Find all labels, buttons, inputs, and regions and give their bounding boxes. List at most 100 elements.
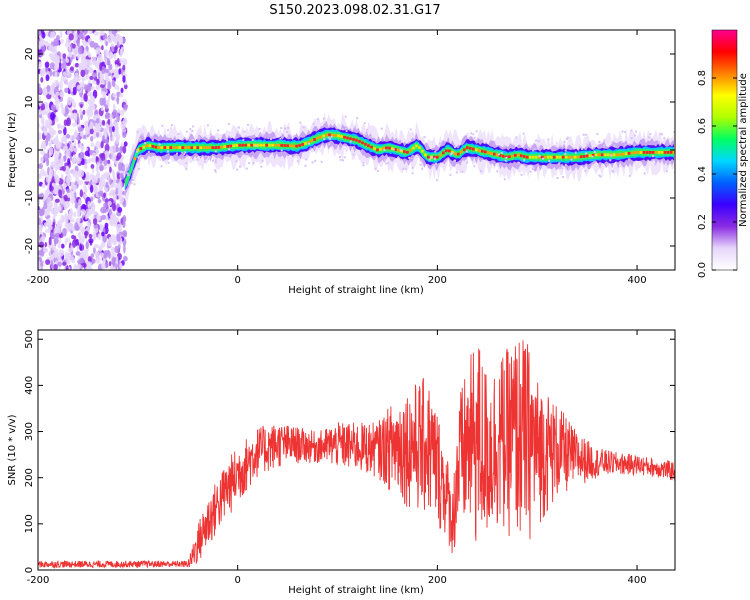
ridge-speckle — [383, 159, 386, 162]
ridge-peak — [349, 137, 352, 141]
ridge-speckle — [177, 132, 180, 135]
ridge-peak — [442, 151, 445, 155]
snr-x-tick-label: 0 — [234, 575, 240, 586]
ridge-speckle — [635, 130, 638, 133]
noise-blotch — [114, 184, 118, 189]
ridge-speckle — [211, 159, 214, 162]
noise-blotch — [108, 208, 112, 216]
ridge-speckle — [327, 136, 330, 139]
noise-blotch — [120, 46, 124, 55]
noise-blotch — [123, 244, 126, 254]
noise-blotch — [72, 109, 78, 115]
spectrogram-y-tick-label: -20 — [24, 238, 35, 254]
ridge-speckle — [466, 161, 469, 164]
noise-blotch — [117, 108, 121, 114]
ridge-speckle — [192, 125, 195, 128]
noise-blotch — [76, 244, 79, 251]
noise-blotch — [95, 132, 99, 138]
ridge-peak — [436, 155, 439, 159]
noise-blotch — [62, 57, 67, 64]
ridge-peak — [328, 133, 331, 137]
noise-blotch — [116, 233, 121, 242]
ridge-peak — [358, 139, 361, 143]
ridge-peak — [364, 142, 367, 146]
noise-blotch — [38, 250, 43, 256]
noise-blotch — [83, 30, 87, 36]
noise-blotch — [43, 202, 48, 210]
ridge-peak — [352, 138, 355, 141]
noise-blotch — [75, 217, 81, 223]
ridge-speckle — [258, 128, 261, 131]
ridge-speckle — [652, 155, 655, 158]
noise-blotch — [66, 237, 71, 243]
noise-blotch — [58, 204, 62, 211]
noise-blotch — [65, 66, 69, 73]
noise-blotch — [62, 227, 67, 237]
noise-blotch — [94, 186, 99, 196]
noise-blotch — [40, 156, 44, 165]
noise-blotch — [40, 150, 46, 155]
colorbar-tick-label: 0.6 — [697, 118, 708, 134]
noise-blotch — [54, 55, 60, 62]
ridge-peak — [292, 144, 295, 148]
noise-blotch — [60, 173, 64, 180]
noise-blotch — [104, 171, 110, 179]
noise-blotch — [64, 105, 68, 111]
ridge-speckle — [226, 139, 229, 142]
noise-blotch — [61, 62, 67, 70]
noise-blotch — [90, 86, 96, 91]
noise-blotch — [120, 87, 124, 94]
spectrogram-y-tick-label: 0 — [24, 147, 35, 153]
noise-blotch — [85, 59, 91, 64]
noise-blotch — [55, 34, 60, 42]
noise-blotch — [64, 237, 68, 246]
ridge-speckle — [610, 154, 613, 157]
ridge-peak — [322, 134, 325, 138]
noise-blotch — [92, 218, 98, 225]
ridge-speckle — [564, 152, 567, 155]
noise-blotch — [97, 233, 102, 240]
ridge-speckle — [534, 139, 537, 142]
ridge-speckle — [436, 179, 439, 182]
ridge-peak — [579, 155, 583, 159]
noise-blotch — [39, 69, 43, 77]
ridge-peak — [654, 151, 658, 154]
ridge-speckle — [451, 152, 454, 155]
ridge-speckle — [189, 128, 192, 131]
noise-blotch — [99, 252, 104, 258]
noise-blotch — [43, 222, 50, 227]
noise-blotch — [87, 222, 91, 229]
ridge-peak — [220, 145, 224, 149]
spectrogram-y-tick-label: 10 — [24, 96, 35, 109]
ridge-speckle — [207, 158, 210, 161]
noise-blotch — [112, 109, 118, 118]
noise-blotch — [104, 143, 110, 153]
ridge-peak — [367, 144, 370, 148]
ridge-peak — [208, 146, 212, 149]
ridge-peak — [636, 151, 640, 154]
noise-blotch — [112, 176, 117, 185]
ridge-speckle — [522, 132, 525, 135]
noise-blotch — [80, 103, 83, 109]
noise-blotch — [100, 91, 106, 96]
noise-blotch — [93, 246, 96, 254]
snr-x-axis-label: Height of straight line (km) — [288, 585, 424, 596]
noise-blotch — [59, 91, 65, 98]
ridge-speckle — [260, 165, 263, 168]
ridge-speckle — [472, 133, 475, 136]
ridge-speckle — [556, 177, 559, 180]
noise-blotch — [60, 243, 65, 249]
ridge-peak — [403, 150, 406, 154]
noise-blotch — [73, 264, 77, 270]
noise-blotch — [87, 266, 93, 270]
ridge-speckle — [144, 142, 147, 145]
ridge-speckle — [181, 158, 184, 161]
ridge-peak — [235, 143, 238, 147]
ridge-speckle — [537, 140, 540, 143]
ridge-speckle — [598, 174, 601, 177]
noise-blotch — [43, 87, 48, 95]
noise-blotch — [50, 104, 56, 112]
ridge-speckle — [262, 134, 265, 137]
ridge-speckle — [470, 132, 473, 135]
ridge-speckle — [564, 149, 567, 152]
